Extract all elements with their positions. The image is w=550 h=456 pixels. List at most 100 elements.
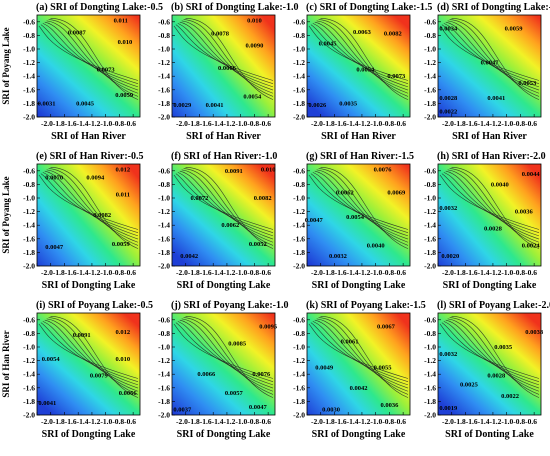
panel-g-ytick-label: -1.8: [293, 248, 305, 257]
panel-j-ytick-label: -1.6: [158, 383, 170, 392]
panel-b-contour-line: [173, 25, 274, 81]
panel-f-ytick-label: -2.0: [158, 262, 170, 271]
panel-e-contour-label: 0.0070: [45, 175, 63, 182]
panel-j-contour-line: [173, 323, 274, 379]
panel-k-title: (k) SRI of Poyang Lake:-1.5: [306, 300, 426, 311]
panel-h-contour-label: 0.0036: [515, 209, 534, 216]
panel-c-contour-label: 0.0045: [319, 41, 338, 48]
panel-h-contour-label: 0.0028: [484, 226, 503, 233]
panel-d-contour-line: [445, 21, 540, 91]
panel-g-contour-label: 0.0054: [346, 214, 365, 221]
panel-h-ytick-label: -1.8: [424, 248, 436, 257]
panel-k-ytick-label: -1.2: [293, 356, 305, 365]
panel-d-contour-line: [439, 25, 540, 81]
panel-i-title: (i) SRI of Poyang Lake:-0.5: [36, 300, 153, 311]
panel-d-contour-line: [447, 20, 540, 94]
panel-e-xlabel: SRI of Dongting Lake: [42, 280, 136, 291]
panel-a-contour-label: 0.0087: [68, 30, 87, 37]
panel-e-contour-label: 0.012: [116, 166, 131, 173]
panel-c-contour-line: [320, 17, 409, 100]
panel-k-contour-line: [320, 315, 409, 398]
panel-h-contour-label: 0.0032: [439, 205, 457, 212]
panel-k-frame: [306, 312, 411, 416]
panel-a-ytick-label: -0.8: [23, 31, 35, 40]
panel-e-contour-line: [44, 170, 139, 240]
panel-g-contour-line: [316, 169, 409, 243]
panel-j-contour-line: [179, 319, 274, 389]
panel-b-ytick-label: -0.8: [158, 31, 170, 40]
panel-d-frame: [437, 14, 542, 118]
panel-b-ytick-label: -1.2: [158, 58, 170, 67]
panel-a-contour-label: 0.0045: [76, 100, 95, 107]
panel-d-contour-label: 0.0034: [439, 26, 458, 33]
panel-j-frame: [171, 312, 276, 416]
panel-d-contour-line: [449, 19, 540, 97]
panel-g-contour-line: [314, 170, 409, 240]
panel-a-ytick-label: -1.0: [23, 45, 35, 54]
panel-c-contour-line: [310, 24, 409, 84]
panel-d-contour-label: 0.0053: [518, 80, 537, 87]
panel-h-xtick-labels: -2.0-1.8-1.6-1.4-1.2-1.0-0.8-0.6: [442, 268, 537, 277]
panel-b-ytick-label: -1.6: [158, 85, 170, 94]
panel-j: (j) SRI of Poyang Lake:-1.0 0.0095 0.0085 0…: [158, 300, 288, 440]
panel-i-ytick-label: -0.6: [23, 315, 35, 324]
panel-a-xtick-labels: -2.0-1.8-1.6-1.4-1.2-1.0-0.8-0.6: [41, 119, 136, 128]
panel-i-contour-label: 0.0054: [42, 356, 61, 363]
panel-f-contour-line: [173, 174, 274, 230]
panel-b-contour-label: 0.010: [247, 17, 262, 24]
panel-c-ytick-label: -2.0: [293, 113, 305, 122]
panel-e-contour-line: [46, 169, 139, 243]
panel-b-contour-label: 0.0066: [218, 65, 237, 72]
panel-d-ytick-label: -2.0: [424, 113, 436, 122]
panel-f-ytick-label: -1.8: [158, 248, 170, 257]
panel-d-ytick-label: -1.4: [424, 72, 436, 81]
panel-i-contour-line: [42, 321, 139, 386]
panel-d-ytick-label: -1.6: [424, 85, 436, 94]
panel-b-frame: [171, 14, 276, 118]
panel-c-contour-label: 0.0026: [308, 102, 327, 109]
panel-c-ytick-label: -0.6: [293, 17, 305, 26]
panel-b-ytick-label: -1.4: [158, 72, 170, 81]
panel-a: (a) SRI of Dongting Lake:-0.5 0.011 0.0087…: [23, 2, 163, 142]
panel-b-contour-label: 0.0054: [243, 94, 262, 101]
panel-g-contour-line: [310, 173, 409, 233]
panel-c-contour-label: 0.0035: [339, 100, 358, 107]
panel-d-ytick-label: -1.8: [424, 99, 436, 108]
panel-b-contour-label: 0.0078: [211, 30, 230, 37]
panel-l-contour-line: [451, 315, 540, 398]
panel-c-contour-line: [316, 20, 409, 94]
panel-b-contour-label: 0.0029: [173, 102, 192, 109]
panel-j-ytick-label: -1.8: [158, 397, 170, 406]
panel-k-xlabel: SRI of Dongting Lake: [312, 429, 406, 440]
panel-g: (g) SRI of Han River:-1.5 0.0076 0.0062 0.0…: [293, 151, 414, 291]
panel-k: (k) SRI of Poyang Lake:-1.5 0.0067 0.0061 0…: [293, 300, 426, 440]
panel-i-contour-label: 0.0079: [90, 373, 109, 380]
panel-k-ytick-label: -1.6: [293, 383, 305, 392]
panel-a-contour-line: [48, 19, 139, 97]
panel-a-contour-label: 0.011: [114, 17, 128, 24]
panel-j-ytick-label: -2.0: [158, 411, 170, 420]
panel-j-contour-label: 0.0037: [173, 407, 192, 414]
panel-h-ytick-label: -0.6: [424, 166, 436, 175]
panel-d-contour-label: 0.0022: [439, 109, 457, 116]
panel-g-contour-label: 0.0069: [387, 190, 406, 197]
panel-i-xtick-labels: -2.0-1.8-1.6-1.4-1.2-1.0-0.8-0.6: [41, 417, 136, 426]
panel-j-xlabel: SRI of Dongting Lake: [177, 429, 271, 440]
panel-l-contour-label: 0.0028: [487, 373, 506, 380]
panel-i-xlabel: SRI of Dongting Lake: [42, 429, 136, 440]
panel-f-contour-line: [185, 166, 274, 249]
panel-a-ytick-label: -0.6: [23, 17, 35, 26]
panel-c-contour-line: [308, 25, 409, 81]
panel-j-contour-line: [181, 318, 274, 392]
panel-e-ytick-label: -1.4: [23, 221, 35, 230]
panel-a-ytick-label: -1.6: [23, 85, 35, 94]
panel-h-contour-line: [447, 169, 540, 243]
panel-h-contour-label: 0.0024: [522, 243, 541, 250]
panel-e-contour-line: [38, 174, 139, 230]
panel-b: (b) SRI of Dongting Lake:-1.0 0.010 0.0078…: [158, 2, 298, 142]
panel-b-ytick-label: -1.8: [158, 99, 170, 108]
panel-e-contour-label: 0.0082: [93, 212, 111, 219]
panel-k-ytick-label: -1.4: [293, 370, 305, 379]
panel-g-contour-label: 0.0047: [305, 217, 324, 224]
panel-e-xtick-labels: -2.0-1.8-1.6-1.4-1.2-1.0-0.8-0.6: [41, 268, 136, 277]
